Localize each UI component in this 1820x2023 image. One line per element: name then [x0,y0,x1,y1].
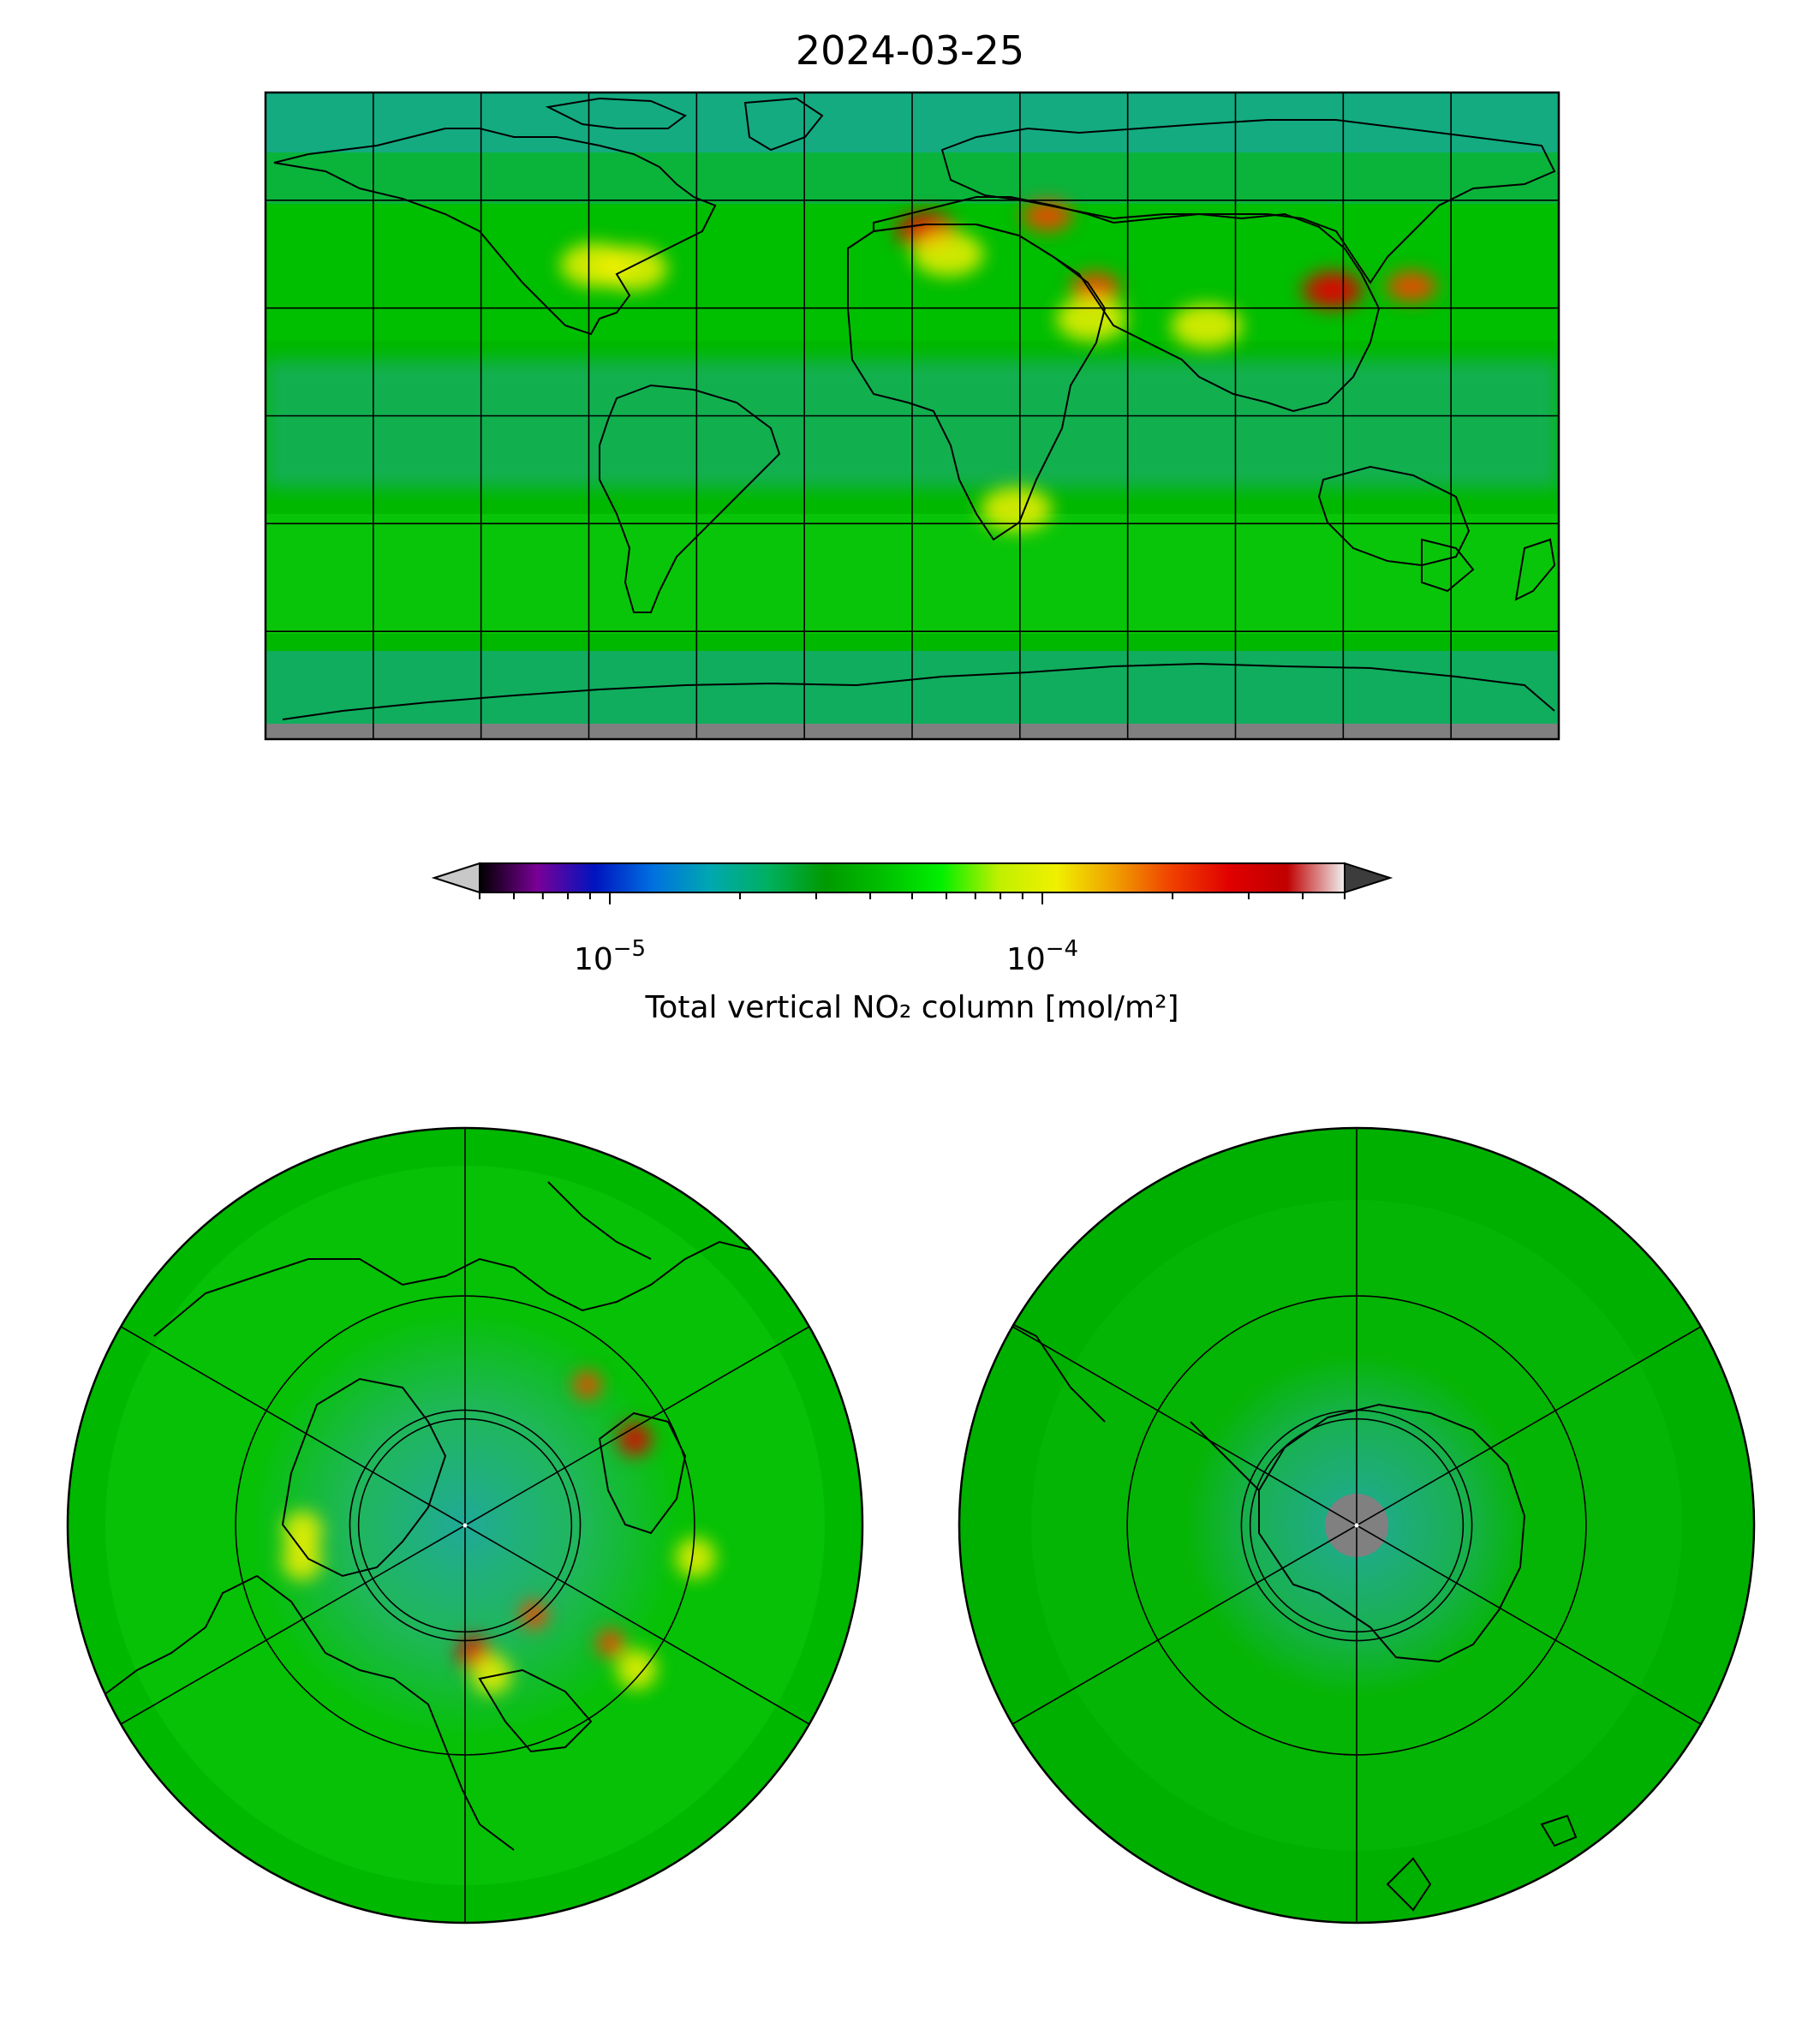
colorbar-ticks [479,892,1346,904]
south-map-frame [958,1126,1756,1925]
global-coastlines [273,97,1556,720]
figure-title: 2024-03-25 [795,27,1025,74]
global-graticule [266,92,1559,739]
north-hotspot-eastern-china [618,1422,652,1456]
hotspot-south-africa [981,486,1053,532]
meridian-line [120,1525,466,1725]
hotspot-core [1323,277,1341,302]
global-map-frame [264,91,1560,741]
north-hotspot-po-valley [471,1654,512,1695]
north-graticule [120,1128,810,1923]
colorbar-label: Total vertical NO₂ column [mol/m²] [644,990,1179,1025]
north-pole-point [462,1523,468,1528]
south-pole-point [1354,1523,1359,1528]
north-hotspot-japan [573,1370,601,1399]
meridian-line [464,1525,810,1725]
colorbar-under-extension [431,862,480,894]
colorbar-gradient [480,863,1345,892]
south-polar-map [958,1126,1756,1925]
hotspot-po-valley [912,231,984,277]
north-hotspot-persian-gulf [616,1649,657,1690]
hotspot-india-gangetic [1171,303,1243,349]
colorbar-tick-label: 10−5 [574,936,646,977]
meridian-line [1011,1326,1358,1526]
north-polar-map [66,1126,864,1925]
north-hotspot-moscow [520,1601,548,1629]
colorbar: 10−5 10−4 Total vertical NO₂ column [mol/… [431,862,1393,1025]
colorbar-over-extension [1344,862,1393,894]
colorbar-tick-labels: 10−5 10−4 [574,936,1078,977]
hotspot-us-midwest [560,242,632,288]
meridian-line [1356,1525,1702,1725]
north-hotspot-india-gangetic [675,1537,716,1578]
meridian-line [464,1326,810,1526]
meridian-line [1011,1525,1358,1725]
hotspot-persian-gulf [1056,296,1128,342]
north-hotspot-tehran [596,1629,625,1657]
north-hotspot-us-northeast [282,1540,323,1580]
north-map-frame [66,1126,864,1925]
north-hotspot-us-midwest [282,1511,323,1552]
south-graticule [1011,1128,1702,1923]
north-coastlines [102,1181,789,1851]
north-hotspots [282,1370,716,1695]
colorbar-tick-label: 10−4 [1006,936,1078,977]
meridian-line [120,1326,466,1526]
meridian-line [1356,1326,1702,1526]
global-map [264,91,1560,741]
hotspot-japan [1387,271,1436,302]
